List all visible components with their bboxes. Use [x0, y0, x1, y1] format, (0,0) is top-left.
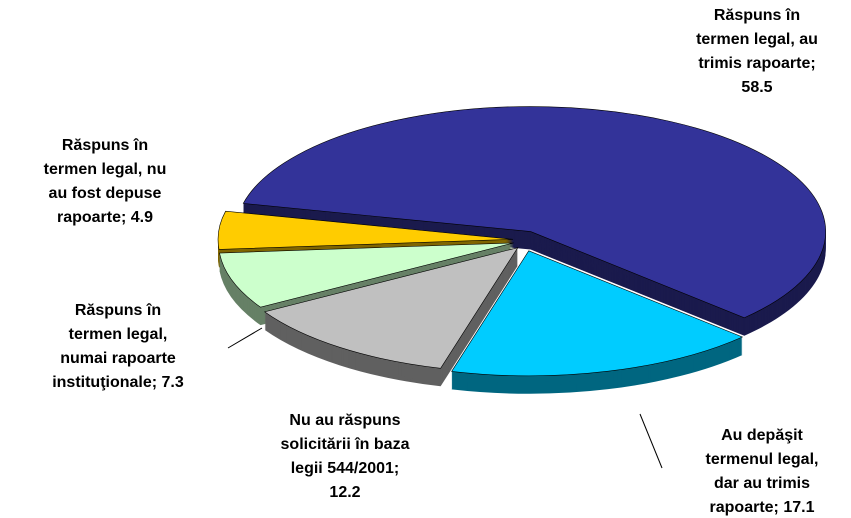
category-label: dar au trimis — [714, 475, 810, 492]
category-label: Răspuns în — [714, 7, 800, 24]
label-line: solicitării în baza — [281, 436, 410, 453]
data-label: Au depăşit termenul legal, dar au trimis ra… — [706, 427, 819, 516]
label-line: Au depăşit — [721, 427, 803, 444]
label-line: Nu au răspuns — [289, 412, 400, 429]
label-line: Răspuns în — [75, 302, 161, 319]
category-label: termen legal, nu — [44, 161, 167, 178]
value-label: 7.3 — [162, 374, 184, 391]
category-label: solicitării în baza — [281, 436, 410, 453]
category-label: termen legal, — [69, 326, 168, 343]
label-line: 12.2 — [329, 484, 360, 501]
data-label: Nu au răspuns solicitării în baza legii 54… — [281, 412, 410, 501]
category-label: trimis rapoarte; — [698, 55, 815, 72]
data-label: Răspuns în termen legal, nu au fost depuse… — [44, 137, 167, 226]
leader-line — [227, 327, 263, 349]
slice-top — [242, 106, 826, 319]
label-line: instituţionale; 7.3 — [52, 374, 184, 391]
category-label: instituţionale; — [52, 374, 161, 391]
value-label: 4.9 — [131, 209, 153, 226]
label-line: trimis rapoarte; — [698, 55, 815, 72]
category-label: legii 544/2001; — [291, 460, 400, 477]
category-label: rapoarte; — [710, 499, 784, 516]
label-line: dar au trimis — [714, 475, 810, 492]
label-line: numai rapoarte — [60, 350, 176, 367]
category-label: Nu au răspuns — [289, 412, 400, 429]
category-label: termen legal, au — [696, 31, 818, 48]
leader-line — [639, 413, 663, 469]
label-line: rapoarte; 4.9 — [57, 209, 153, 226]
category-label: Răspuns în — [75, 302, 161, 319]
label-line: Răspuns în — [62, 137, 148, 154]
label-line: termen legal, nu — [44, 161, 167, 178]
category-label: numai rapoarte — [60, 350, 176, 367]
category-label: termenul legal, — [706, 451, 819, 468]
label-line: termen legal, au — [696, 31, 818, 48]
data-label: Răspuns în termen legal, numai rapoarte ins… — [52, 302, 184, 391]
category-label: Răspuns în — [62, 137, 148, 154]
slice-top — [217, 210, 514, 250]
category-label: Au depăşit — [721, 427, 803, 444]
data-label: Răspuns în termen legal, au trimis rapoart… — [696, 7, 818, 96]
slice-top — [219, 242, 514, 308]
pie-slice — [242, 106, 826, 336]
label-line: 58.5 — [741, 79, 772, 96]
category-label: au fost depuse — [49, 185, 162, 202]
category-label: rapoarte; — [57, 209, 131, 226]
slice-top — [451, 250, 744, 377]
pie-slice — [451, 250, 744, 394]
pie-slice — [263, 247, 519, 387]
label-line: termen legal, — [69, 326, 168, 343]
slice-top — [263, 247, 519, 369]
label-line: rapoarte; 17.1 — [710, 499, 815, 516]
label-line: termenul legal, — [706, 451, 819, 468]
value-label: 12.2 — [329, 484, 360, 501]
value-label: 17.1 — [783, 499, 814, 516]
value-label: 58.5 — [741, 79, 772, 96]
label-line: legii 544/2001; — [291, 460, 400, 477]
label-line: au fost depuse — [49, 185, 162, 202]
label-line: Răspuns în — [714, 7, 800, 24]
